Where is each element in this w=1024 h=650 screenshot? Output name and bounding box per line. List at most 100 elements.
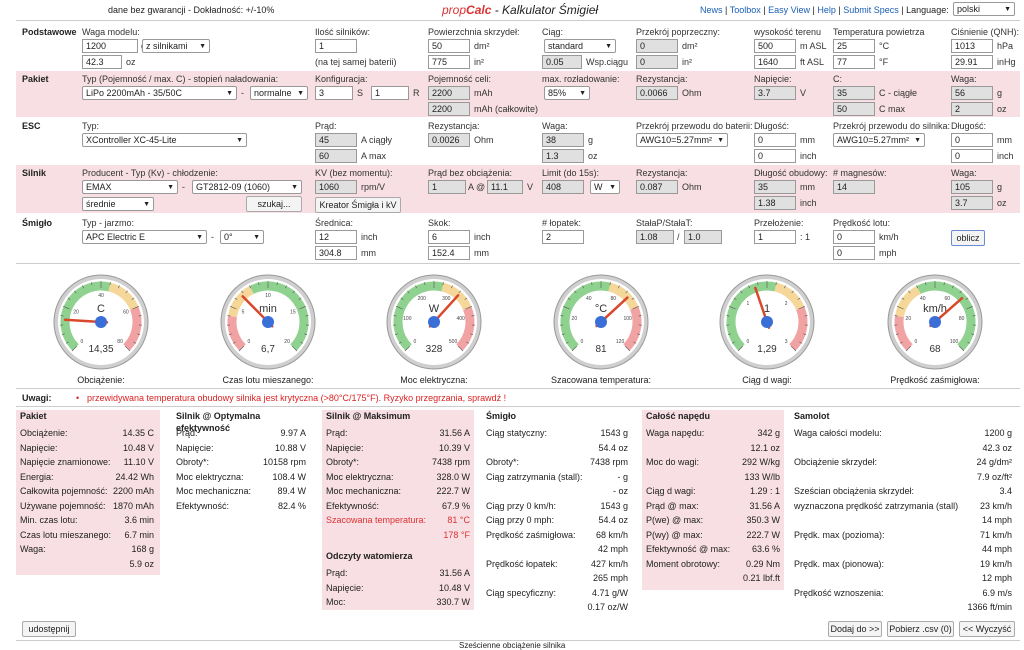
result-row: 12.1 oz (642, 441, 784, 456)
c-cont[interactable]: 35 (833, 86, 875, 100)
download-csv-button[interactable]: Pobierz .csv (0) (887, 621, 954, 637)
esc-cur-cont[interactable]: 45 (315, 133, 357, 147)
case-mm[interactable]: 35 (754, 180, 796, 194)
bwire-len-mm[interactable]: 0 (754, 133, 796, 147)
drag-select[interactable]: standard (544, 39, 616, 53)
kv-input[interactable]: 1060 (315, 180, 357, 194)
battery-weight-oz[interactable]: 2 (951, 102, 993, 116)
result-value: 1200 g (984, 426, 1012, 441)
temp-f-input[interactable]: 77 (833, 55, 875, 69)
bwire-select[interactable]: AWG10=5.27mm² (636, 133, 728, 147)
const-t[interactable]: 1.0 (684, 230, 722, 244)
alt-m-input[interactable]: 500 (754, 39, 796, 53)
config-s-input[interactable]: 3 (315, 86, 353, 100)
alt-ft-input[interactable]: 1640 (754, 55, 796, 69)
result-row: Moc mechaniczna:89.4 W (172, 484, 310, 499)
wizard-button[interactable]: Kreator Śmigła i kV (315, 197, 401, 213)
c-max[interactable]: 50 (833, 102, 875, 116)
result-label: Moc do wagi: (646, 455, 699, 470)
result-row: Prąd @ max:31.56 A (642, 499, 784, 514)
search-button[interactable]: szukaj... (246, 196, 302, 212)
result-row: 54.4 oz (482, 441, 632, 456)
link-toolbox[interactable]: Toolbox (730, 5, 761, 15)
notes-bullet: • (76, 393, 79, 403)
weight-mode-select[interactable]: z silnikami (142, 39, 210, 53)
cross-in[interactable]: 0 (636, 55, 678, 69)
weight-oz-input[interactable]: 42.3 (82, 55, 122, 69)
battery-charge-select[interactable]: normalne (250, 86, 308, 100)
result-label: Ciąg d wagi: (646, 484, 696, 499)
weight-g-input[interactable]: 1200 (82, 39, 138, 53)
cell-cap-input[interactable]: 2200 (428, 86, 470, 100)
gauge-hub (595, 316, 607, 328)
cross-dm[interactable]: 0 (636, 39, 678, 53)
battery-volt[interactable]: 3.7 (754, 86, 796, 100)
config-p-input[interactable]: 1 (371, 86, 409, 100)
bwire-len-in[interactable]: 0 (754, 149, 796, 163)
esc-weight-oz[interactable]: 1.3 (542, 149, 584, 163)
result-value: 0.17 oz/W (587, 600, 628, 615)
motors-input[interactable]: 1 (315, 39, 357, 53)
link-help[interactable]: Help (817, 5, 836, 15)
unit: mAh (całkowite) (474, 104, 538, 114)
press-hpa-input[interactable]: 1013 (951, 39, 993, 53)
battery-res[interactable]: 0.0066 (636, 86, 678, 100)
link-news[interactable]: News (700, 5, 723, 15)
result-row: Prędkość wznoszenia:6.9 m/s (790, 586, 1014, 601)
disch-select[interactable]: 85% (544, 86, 590, 100)
yoke-select[interactable]: 0° (220, 230, 264, 244)
motor-res[interactable]: 0.087 (636, 180, 678, 194)
const-p[interactable]: 1.08 (636, 230, 674, 244)
mwire-len-mm[interactable]: 0 (951, 133, 993, 147)
i0-volt[interactable]: 11.1 (487, 180, 523, 194)
battery-type-select[interactable]: LiPo 2200mAh - 35/50C (82, 86, 237, 100)
motor-model-select[interactable]: GT2812-09 (1060) (192, 180, 302, 194)
wing-dm-input[interactable]: 50 (428, 39, 470, 53)
result-value: 1543 g (600, 426, 628, 441)
mwire-select[interactable]: AWG10=5.27mm² (833, 133, 925, 147)
gauge-hub (929, 316, 941, 328)
gear-input[interactable]: 1 (754, 230, 796, 244)
result-value: 342 g (757, 426, 780, 441)
case-in[interactable]: 1.38 (754, 196, 796, 210)
result-label: Prędk. max (pozioma): (794, 528, 885, 543)
motor-weight-oz[interactable]: 3.7 (951, 196, 993, 210)
battery-weight-g[interactable]: 56 (951, 86, 993, 100)
prop-type-select[interactable]: APC Electric E (82, 230, 207, 244)
esc-cur-max[interactable]: 60 (315, 149, 357, 163)
result-value: 6.7 min (124, 528, 154, 543)
link-submit-specs[interactable]: Submit Specs (843, 5, 899, 15)
temp-c-input[interactable]: 25 (833, 39, 875, 53)
speed-kmh-input[interactable]: 0 (833, 230, 875, 244)
mag-input[interactable]: 14 (833, 180, 875, 194)
c-label: C: (833, 74, 842, 84)
wing-in-input[interactable]: 775 (428, 55, 470, 69)
mwire-len-in[interactable]: 0 (951, 149, 993, 163)
share-button[interactable]: udostępnij (22, 621, 76, 637)
limit-input[interactable]: 408 (542, 180, 584, 194)
maker-select[interactable]: EMAX (82, 180, 178, 194)
esc-weight-g[interactable]: 38 (542, 133, 584, 147)
press-inhg-input[interactable]: 29.91 (951, 55, 993, 69)
blades-input[interactable]: 2 (542, 230, 584, 244)
pitch-in-input[interactable]: 6 (428, 230, 470, 244)
speed-mph-input[interactable]: 0 (833, 246, 875, 260)
esc-type-select[interactable]: XController XC-45-Lite (82, 133, 247, 147)
gauge-tick-label: 0 (248, 339, 251, 345)
total-cap[interactable]: 2200 (428, 102, 470, 116)
cooling-select[interactable]: średnie (82, 197, 154, 211)
esc-res[interactable]: 0.0026 (428, 133, 470, 147)
link-easy-view[interactable]: Easy View (768, 5, 810, 15)
language-select[interactable]: polski (953, 2, 1015, 16)
pitch-mm-input[interactable]: 152.4 (428, 246, 470, 260)
i0-input[interactable]: 1 (428, 180, 466, 194)
dia-in-input[interactable]: 12 (315, 230, 357, 244)
limit-unit-select[interactable]: W (590, 180, 620, 194)
dia-mm-input[interactable]: 304.8 (315, 246, 357, 260)
gauge-tick-label: 20 (73, 310, 79, 316)
add-button[interactable]: Dodaj do >> (828, 621, 882, 637)
calculate-button[interactable]: oblicz (951, 230, 985, 246)
unit: in² (474, 57, 484, 67)
clear-button[interactable]: << Wyczyść (959, 621, 1015, 637)
motor-weight-g[interactable]: 105 (951, 180, 993, 194)
